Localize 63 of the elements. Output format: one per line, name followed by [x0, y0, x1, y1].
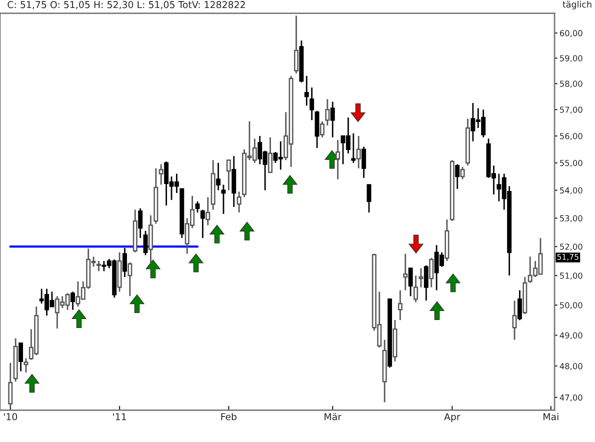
- y-tick-label: 55,00: [560, 160, 582, 167]
- candlestick: [336, 139, 340, 180]
- x-tick-label: Feb: [221, 412, 237, 420]
- y-tick-label: 54,00: [560, 187, 582, 194]
- candlestick: [517, 290, 522, 321]
- candlestick: [366, 184, 372, 214]
- candlestick: [408, 268, 413, 297]
- candlestick: [216, 162, 221, 191]
- y-tick-label: 49,00: [560, 332, 582, 340]
- y-tick-label: 57,00: [560, 106, 582, 114]
- candlestick: [18, 342, 24, 372]
- candlestick: [206, 196, 210, 226]
- y-tick-label: 47,00: [560, 394, 582, 402]
- candlestick: [221, 184, 226, 215]
- candlestick: [325, 98, 330, 126]
- y-tick-label: 59,00: [560, 55, 582, 62]
- candlestick: [351, 132, 356, 164]
- candlestick: [356, 135, 361, 169]
- candlestick: [460, 166, 465, 180]
- y-tick-label: 48,00: [560, 363, 582, 370]
- candlestick: [512, 300, 517, 341]
- candlestick: [128, 262, 132, 297]
- candlestick: [268, 136, 272, 174]
- candlestick: [455, 164, 460, 190]
- candlestick: [70, 291, 75, 311]
- x-tick-label: Apr: [444, 413, 460, 422]
- y-tick-label: 50,00: [560, 302, 582, 310]
- x-tick-label: Mai: [544, 412, 558, 420]
- text: täglich: [562, 0, 592, 10]
- x-tick-label: Mär: [324, 412, 342, 420]
- candlestick: [398, 290, 402, 321]
- candlestick: [232, 155, 236, 208]
- candlestick: [200, 209, 205, 239]
- y-tick-label: 51,00: [560, 272, 582, 280]
- y-tick-label: 60,00: [560, 30, 582, 38]
- candlestick: [403, 253, 408, 291]
- candlestick: [424, 264, 428, 302]
- candlestick: [122, 247, 127, 278]
- candlestick: [414, 274, 418, 303]
- candlestick: [330, 101, 335, 138]
- candlestick: [314, 110, 320, 149]
- y-tick-label: 56,00: [560, 133, 582, 140]
- candlestick: [429, 257, 434, 288]
- candlestick: [320, 120, 324, 138]
- candlestick: [24, 358, 28, 374]
- candlestick: [310, 86, 314, 121]
- candlestick: [304, 75, 309, 106]
- candlestick: [236, 190, 242, 214]
- candlestick: [226, 159, 231, 191]
- x-tick-label: '10: [4, 413, 18, 420]
- candlestick: [418, 268, 424, 288]
- chart-title: C: 51,75 O: 51,05 H: 52,30 L: 51,05 TotV: 1282822: [8, 1, 245, 10]
- y-tick-label: 53,00: [560, 215, 582, 222]
- candlestick: [294, 15, 298, 74]
- x-tick-label: '11: [113, 413, 126, 420]
- candlestick: [138, 208, 143, 239]
- candlestick: [362, 146, 366, 179]
- candlestick: [195, 200, 200, 214]
- y-tick-label: 58,00: [560, 80, 582, 88]
- candlestick: [96, 260, 101, 272]
- y-tick-label: 52,00: [560, 244, 582, 251]
- candlestick: [143, 230, 148, 256]
- candlestick: [158, 164, 164, 186]
